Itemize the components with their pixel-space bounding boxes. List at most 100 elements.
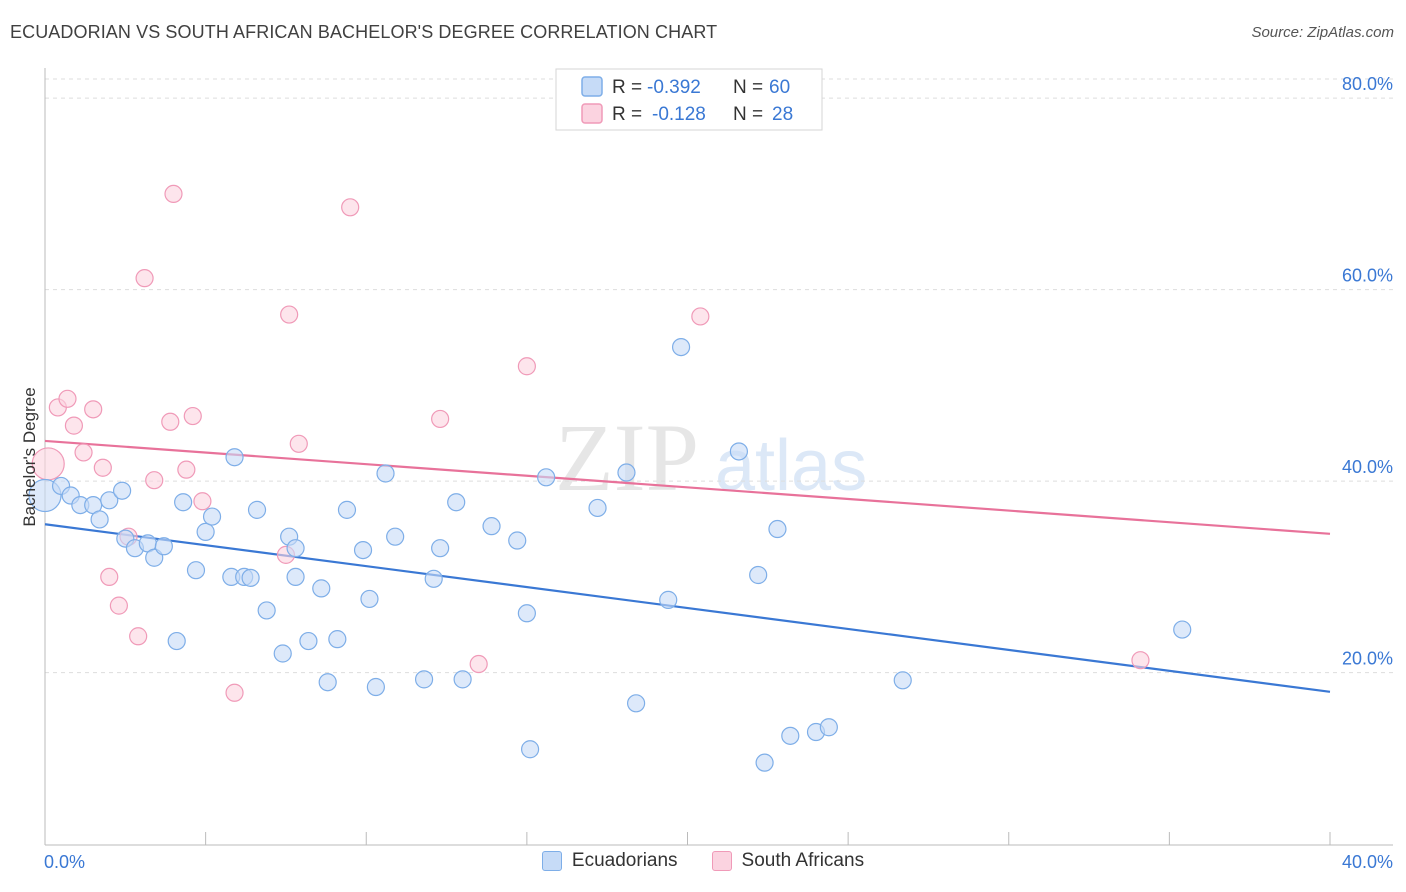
- x-tick-label-min: 0.0%: [44, 852, 85, 872]
- point-ecuadorians-37: [386, 527, 405, 546]
- point-ecuadorians-38: [414, 670, 434, 689]
- point-ecuadorians-28: [299, 631, 318, 651]
- y-tick-label-40: 40.0%: [1342, 457, 1393, 477]
- y-tick-label-20: 20.0%: [1342, 649, 1393, 669]
- y-axis-label: Bachelor's Degree: [20, 387, 39, 526]
- point-ecuadorians-12: [154, 537, 173, 556]
- point-ecuadorians-45: [517, 604, 536, 623]
- point-ecuadorians-29: [312, 579, 331, 598]
- point-ecuadorians-60: [893, 671, 912, 690]
- data-points: [28, 184, 1192, 772]
- point-south-africans-16: [183, 406, 202, 426]
- point-ecuadorians-43: [482, 517, 501, 536]
- point-south-africans-7: [100, 567, 119, 587]
- legend-n-label-2: N =: [733, 104, 763, 125]
- point-ecuadorians-59: [819, 718, 838, 737]
- watermark-atlas: atlas: [715, 426, 867, 506]
- point-ecuadorians-21: [241, 568, 260, 587]
- point-ecuadorians-6: [100, 491, 119, 510]
- point-ecuadorians-54: [749, 565, 768, 585]
- source-label: Source: ZipAtlas.com: [1251, 24, 1394, 41]
- x-ticks: [44, 832, 1331, 845]
- legend-bottom: Ecuadorians South Africans: [0, 850, 1406, 872]
- point-ecuadorians-35: [366, 677, 385, 697]
- point-south-africans-6: [93, 458, 112, 477]
- point-ecuadorians-26: [286, 567, 305, 587]
- chart-title: ECUADORIAN VS SOUTH AFRICAN BACHELOR'S D…: [10, 22, 718, 42]
- point-ecuadorians-50: [626, 694, 646, 713]
- legend-swatch-ecuadorians: [541, 851, 562, 871]
- legend-swatch-pink: [581, 103, 603, 124]
- point-south-africans-17: [193, 492, 212, 511]
- legend-item-south-africans: South Africans: [711, 850, 865, 872]
- point-south-africans-22: [341, 198, 360, 217]
- point-ecuadorians-5: [90, 510, 109, 529]
- point-south-africans-10: [129, 627, 148, 646]
- point-ecuadorians-34: [360, 589, 379, 609]
- point-ecuadorians-39: [424, 569, 443, 588]
- point-south-africans-13: [161, 412, 180, 431]
- watermark-zip: ZIP: [555, 404, 699, 511]
- point-ecuadorians-52: [671, 338, 691, 357]
- point-ecuadorians-30: [318, 673, 337, 692]
- legend-n-value-2: 28: [772, 104, 793, 125]
- point-south-africans-26: [691, 307, 710, 326]
- legend-r-value-1: -0.392: [647, 77, 701, 98]
- point-ecuadorians-7: [112, 481, 132, 500]
- y-tick-labels: 20.0% 40.0% 60.0% 80.0%: [1342, 74, 1393, 669]
- point-ecuadorians-40: [431, 539, 450, 558]
- trend-line-ecuadorians: [44, 523, 1331, 693]
- point-south-africans-25: [517, 357, 536, 376]
- point-ecuadorians-46: [520, 740, 540, 759]
- point-south-africans-15: [177, 460, 196, 479]
- point-ecuadorians-22: [247, 500, 267, 519]
- point-ecuadorians-16: [196, 522, 215, 541]
- point-ecuadorians-32: [337, 500, 357, 519]
- x-tick-label-max: 40.0%: [1342, 852, 1393, 872]
- point-south-africans-12: [145, 471, 164, 490]
- point-south-africans-23: [431, 409, 450, 429]
- point-ecuadorians-42: [453, 670, 472, 689]
- point-ecuadorians-56: [768, 519, 787, 539]
- point-south-africans-21: [289, 434, 308, 453]
- point-south-africans-3: [64, 416, 84, 435]
- point-ecuadorians-31: [328, 630, 347, 649]
- legend-r-value-2: -0.128: [652, 104, 706, 125]
- point-ecuadorians-47: [537, 468, 556, 487]
- point-ecuadorians-14: [174, 493, 193, 512]
- point-ecuadorians-51: [659, 590, 678, 609]
- legend-swatch-blue: [581, 76, 603, 97]
- y-tick-label-80: 80.0%: [1342, 74, 1393, 94]
- point-south-africans-5: [84, 400, 103, 419]
- legend-top: R = -0.392 N = 60 R = -0.128 N = 28: [555, 68, 823, 131]
- point-ecuadorians-53: [729, 442, 749, 461]
- legend-r-label-2: R =: [612, 104, 642, 125]
- legend-n-value-1: 60: [769, 77, 790, 98]
- point-south-africans-14: [164, 184, 183, 203]
- point-south-africans-8: [109, 596, 128, 615]
- point-ecuadorians-44: [508, 531, 527, 550]
- point-ecuadorians-41: [447, 493, 466, 512]
- trend-line-south-africans: [44, 439, 1331, 535]
- point-ecuadorians-33: [353, 540, 373, 560]
- point-ecuadorians-24: [273, 644, 292, 663]
- point-south-africans-11: [135, 269, 154, 288]
- point-south-africans-18: [225, 683, 244, 702]
- legend-swatch-south-africans: [711, 851, 732, 871]
- point-south-africans-20: [280, 305, 299, 324]
- point-south-africans-2: [58, 389, 77, 408]
- point-ecuadorians-27: [286, 539, 305, 558]
- point-ecuadorians-13: [167, 631, 186, 651]
- legend-n-label-1: N =: [733, 77, 763, 98]
- legend-label-ecuadorians: Ecuadorians: [571, 850, 678, 871]
- legend-label-south-africans: South Africans: [741, 850, 865, 871]
- legend-item-ecuadorians: Ecuadorians: [541, 850, 678, 872]
- point-south-africans-4: [74, 443, 93, 462]
- point-ecuadorians-55: [755, 753, 774, 772]
- point-ecuadorians-36: [376, 464, 395, 483]
- trend-lines: [44, 439, 1331, 693]
- point-ecuadorians-49: [617, 463, 636, 482]
- legend-r-label-1: R =: [612, 77, 642, 98]
- point-ecuadorians-15: [186, 561, 206, 580]
